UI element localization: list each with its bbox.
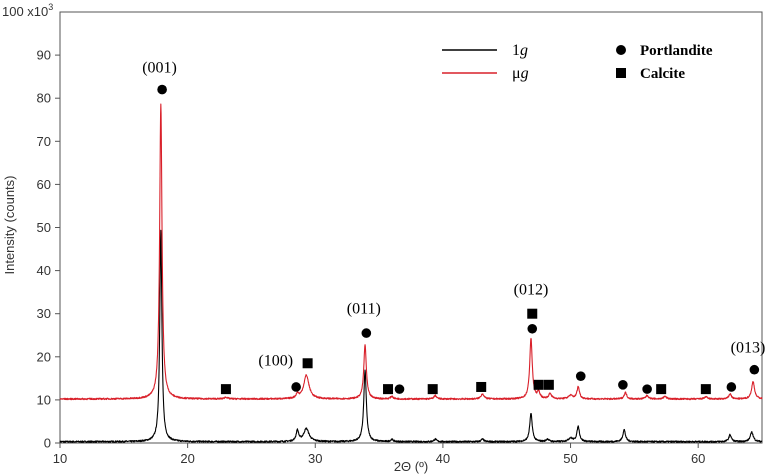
- calcite-marker-12: [543, 379, 554, 390]
- portlandite-marker-4: [361, 328, 372, 338]
- x-tick-label-40: 40: [436, 451, 450, 466]
- portlandite-marker-19: [749, 364, 760, 375]
- legend-label-0: 1g: [512, 42, 528, 59]
- portlandite-marker-13: [575, 371, 586, 381]
- y-axis-multiplier: 100 x103: [2, 2, 53, 19]
- x-tick-label-30: 30: [308, 451, 322, 466]
- calcite-marker-3: [302, 358, 313, 369]
- legend-label-base-1: μ: [512, 65, 521, 82]
- y-tick-label-10: 10: [37, 392, 51, 407]
- calcite-marker-1: [220, 384, 231, 395]
- peak-annotation-0: (001): [142, 59, 177, 76]
- annotation-layer: (001) (100) (011) (012) (013): [142, 59, 765, 369]
- legend-portlandite-symbol: [616, 45, 626, 55]
- portlandite-marker-10: [527, 323, 538, 334]
- y-multiplier-base: 100 x10: [2, 4, 48, 19]
- x-tick-label-60: 60: [691, 451, 705, 466]
- portlandite-marker-6: [394, 384, 405, 394]
- legend-label-italic-1: g: [521, 65, 529, 82]
- legend-label-italic-0: g: [520, 42, 528, 59]
- legend-calcite-symbol: [616, 68, 626, 78]
- peak-annotation-4: (013): [731, 339, 765, 356]
- series-line-1: [59, 103, 763, 401]
- y-tick-label-20: 20: [37, 349, 51, 364]
- legend-label-base-0: 1: [512, 42, 520, 59]
- y-tick-label-90: 90: [37, 48, 51, 63]
- peak-annotation-1: (100): [258, 352, 293, 369]
- portlandite-marker-2: [291, 382, 301, 392]
- y-axis-label: Intensity (counts): [2, 176, 17, 275]
- series-layer: [59, 103, 763, 443]
- portlandite-marker-14: [618, 380, 628, 390]
- x-tick-label-50: 50: [563, 451, 577, 466]
- peak-annotation-2: (011): [347, 301, 381, 318]
- series-line-0: [59, 229, 763, 443]
- calcite-marker-5: [383, 384, 394, 395]
- marker-layer: [157, 84, 760, 395]
- portlandite-marker-0: [157, 84, 167, 95]
- y-tick-label-30: 30: [37, 306, 51, 321]
- legend-label-1: μg: [512, 65, 529, 82]
- x-axis-label: 2Θ (º): [394, 459, 428, 474]
- portlandite-marker-15: [642, 384, 652, 394]
- x-tick-label-20: 20: [180, 451, 194, 466]
- peak-annotation-3: (012): [514, 281, 549, 298]
- y-tick-label-80: 80: [37, 91, 51, 106]
- y-tick-label-60: 60: [37, 177, 51, 192]
- y-tick-label-70: 70: [37, 134, 51, 149]
- calcite-marker-7: [427, 384, 438, 395]
- y-tick-label-40: 40: [37, 263, 51, 278]
- legend-marker-label-0: Portlandite: [640, 43, 713, 59]
- calcite-marker-17: [700, 384, 711, 395]
- portlandite-marker-18: [726, 382, 737, 392]
- calcite-marker-9: [527, 308, 538, 319]
- x-tick-label-10: 10: [53, 451, 67, 466]
- calcite-marker-11: [533, 379, 544, 390]
- y-multiplier-exponent: 3: [48, 2, 53, 12]
- calcite-marker-16: [656, 384, 667, 395]
- legend-marker-label-1: Calcite: [640, 66, 685, 82]
- y-tick-label-50: 50: [37, 220, 51, 235]
- calcite-marker-8: [476, 381, 487, 392]
- y-tick-label-0: 0: [44, 436, 51, 451]
